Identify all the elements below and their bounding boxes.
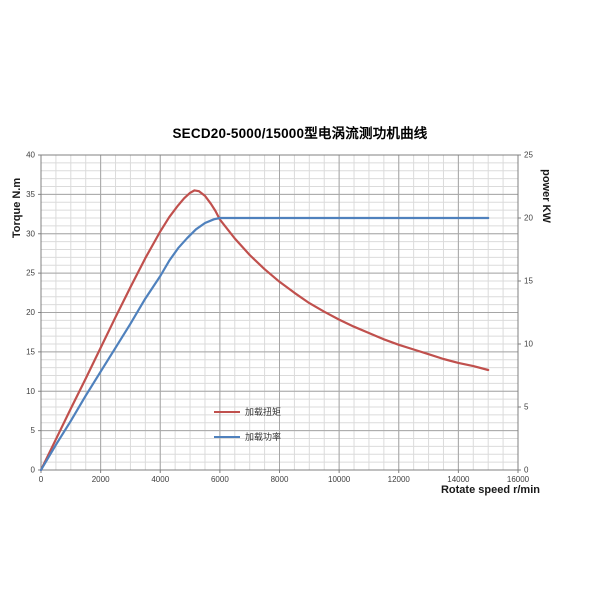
legend-label: 加载功率 <box>245 432 282 442</box>
right-axis-title: power KW <box>540 169 552 223</box>
right-tick-label: 0 <box>524 466 529 475</box>
right-tick-label: 5 <box>524 403 529 412</box>
legend-label: 加载扭矩 <box>245 407 282 417</box>
left-tick-label: 40 <box>26 151 35 160</box>
x-tick-label: 12000 <box>388 475 411 484</box>
x-tick-label: 16000 <box>507 475 530 484</box>
x-tick-label: 6000 <box>211 475 229 484</box>
series-line-1 <box>39 216 490 472</box>
left-tick-label: 5 <box>31 426 36 435</box>
x-tick-label: 0 <box>39 475 44 484</box>
legend-line-swatch <box>214 435 240 438</box>
legend-line-swatch <box>214 410 240 413</box>
right-tick-label: 10 <box>524 340 533 349</box>
x-tick-label: 4000 <box>151 475 169 484</box>
legend: 加载扭矩 加载功率 <box>214 399 281 449</box>
chart-title: SECD20-5000/15000型电涡流测功机曲线 <box>172 126 428 141</box>
right-tick-label: 15 <box>524 277 533 286</box>
right-tick-label: 25 <box>524 151 533 160</box>
legend-item-1: 加载功率 <box>214 424 281 449</box>
x-axis-title: Rotate speed r/min <box>440 484 540 496</box>
left-tick-label: 30 <box>26 229 35 238</box>
left-tick-label: 20 <box>26 308 35 317</box>
legend-item-0: 加载扭矩 <box>214 399 281 424</box>
left-tick-label: 25 <box>26 269 35 278</box>
x-tick-label: 8000 <box>271 475 289 484</box>
left-axis-title: Torque N.m <box>11 177 23 239</box>
series-line-0 <box>39 189 490 472</box>
left-tick-label: 35 <box>26 190 35 199</box>
left-tick-label: 15 <box>26 347 35 356</box>
x-tick-label: 2000 <box>92 475 110 484</box>
left-tick-label: 0 <box>31 466 36 475</box>
x-tick-label: 14000 <box>447 475 470 484</box>
x-tick-label: 10000 <box>328 475 351 484</box>
left-tick-label: 10 <box>26 387 35 396</box>
right-tick-label: 20 <box>524 214 533 223</box>
